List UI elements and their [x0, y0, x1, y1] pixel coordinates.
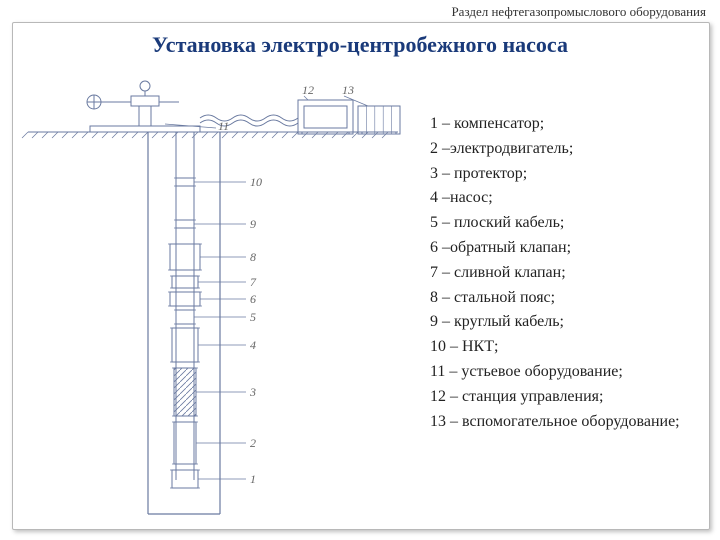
svg-text:1: 1: [250, 472, 256, 486]
diagram-svg: 12345678910111213: [18, 70, 408, 520]
section-header: Раздел нефтегазопромыслового оборудовани…: [451, 4, 706, 20]
legend-list: 1 – компенсатор;2 –электродвигатель;3 – …: [430, 112, 680, 434]
svg-text:6: 6: [250, 292, 256, 306]
legend-item: 1 – компенсатор;: [430, 112, 680, 137]
svg-text:4: 4: [250, 338, 256, 352]
legend-item: 11 – устьевое оборудование;: [430, 360, 680, 385]
slide: Раздел нефтегазопромыслового оборудовани…: [0, 0, 720, 540]
svg-text:8: 8: [250, 250, 256, 264]
legend-item: 10 – НКТ;: [430, 335, 680, 360]
legend-item: 3 – протектор;: [430, 162, 680, 187]
svg-text:13: 13: [342, 83, 354, 97]
legend-item: 7 – сливной клапан;: [430, 261, 680, 286]
legend-item: 8 – стальной пояс;: [430, 286, 680, 311]
svg-text:9: 9: [250, 217, 256, 231]
pump-diagram: 12345678910111213: [18, 70, 408, 520]
legend-item: 13 – вспомогательное оборудование;: [430, 410, 680, 435]
svg-text:11: 11: [218, 119, 229, 133]
legend-item: 2 –электродвигатель;: [430, 137, 680, 162]
legend-item: 6 –обратный клапан;: [430, 236, 680, 261]
legend-item: 4 –насос;: [430, 186, 680, 211]
svg-text:3: 3: [249, 385, 256, 399]
legend-item: 5 – плоский кабель;: [430, 211, 680, 236]
page-title: Установка электро-центробежного насоса: [0, 32, 720, 58]
svg-text:10: 10: [250, 175, 262, 189]
legend-item: 9 – круглый кабель;: [430, 310, 680, 335]
svg-text:5: 5: [250, 310, 256, 324]
svg-text:2: 2: [250, 436, 256, 450]
svg-text:12: 12: [302, 83, 314, 97]
svg-text:7: 7: [250, 275, 257, 289]
legend-item: 12 – станция управления;: [430, 385, 680, 410]
